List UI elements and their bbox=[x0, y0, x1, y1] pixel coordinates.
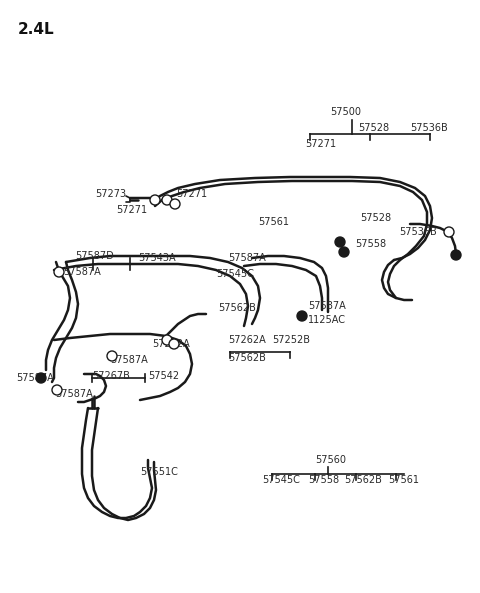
Text: 57267B: 57267B bbox=[92, 371, 130, 381]
Text: 57587A: 57587A bbox=[110, 355, 148, 365]
Text: 57558: 57558 bbox=[308, 475, 339, 485]
Text: 57587A: 57587A bbox=[308, 301, 346, 311]
Circle shape bbox=[297, 311, 307, 321]
Circle shape bbox=[444, 227, 454, 237]
Text: 57536B: 57536B bbox=[399, 227, 437, 237]
Text: 57536B: 57536B bbox=[410, 123, 448, 133]
Text: 57561: 57561 bbox=[388, 475, 419, 485]
Text: 57500: 57500 bbox=[330, 107, 361, 117]
Text: 57271: 57271 bbox=[176, 189, 207, 199]
Circle shape bbox=[54, 267, 64, 277]
Text: 57262A: 57262A bbox=[228, 335, 266, 345]
Circle shape bbox=[107, 351, 117, 361]
Circle shape bbox=[162, 195, 172, 205]
Text: 57562B: 57562B bbox=[344, 475, 382, 485]
Text: 57271: 57271 bbox=[305, 139, 336, 149]
Text: 57252B: 57252B bbox=[272, 335, 310, 345]
Text: 57528: 57528 bbox=[358, 123, 389, 133]
Circle shape bbox=[36, 373, 46, 383]
Circle shape bbox=[52, 385, 62, 395]
Text: 57528: 57528 bbox=[360, 213, 391, 223]
Circle shape bbox=[170, 199, 180, 209]
Text: 57551C: 57551C bbox=[140, 467, 178, 477]
Text: 57262A: 57262A bbox=[152, 339, 190, 349]
Text: 57562B: 57562B bbox=[218, 303, 256, 313]
Text: 57587A: 57587A bbox=[16, 373, 54, 383]
Text: 57273: 57273 bbox=[95, 189, 126, 199]
Circle shape bbox=[162, 335, 172, 345]
Circle shape bbox=[335, 237, 345, 247]
Text: 57562B: 57562B bbox=[228, 353, 266, 363]
Circle shape bbox=[169, 339, 179, 349]
Text: 2.4L: 2.4L bbox=[18, 22, 55, 37]
Circle shape bbox=[339, 247, 349, 257]
Text: 57587A: 57587A bbox=[55, 389, 93, 399]
Text: 57560: 57560 bbox=[315, 455, 346, 465]
Text: 57545C: 57545C bbox=[216, 269, 254, 279]
Circle shape bbox=[150, 195, 160, 205]
Text: 57587A: 57587A bbox=[228, 253, 266, 263]
Text: 57271: 57271 bbox=[116, 205, 147, 215]
Text: 57561: 57561 bbox=[258, 217, 289, 227]
Text: 1125AC: 1125AC bbox=[308, 315, 346, 325]
Text: 57542: 57542 bbox=[148, 371, 179, 381]
Text: 57543A: 57543A bbox=[138, 253, 176, 263]
Circle shape bbox=[451, 250, 461, 260]
Text: 57558: 57558 bbox=[355, 239, 386, 249]
Text: 57545C: 57545C bbox=[262, 475, 300, 485]
Text: 57587D: 57587D bbox=[75, 251, 114, 261]
Text: 57587A: 57587A bbox=[63, 267, 101, 277]
